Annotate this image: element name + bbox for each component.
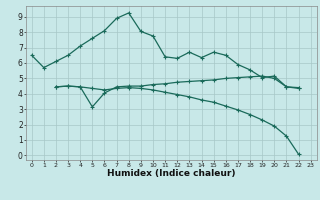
X-axis label: Humidex (Indice chaleur): Humidex (Indice chaleur) <box>107 169 236 178</box>
